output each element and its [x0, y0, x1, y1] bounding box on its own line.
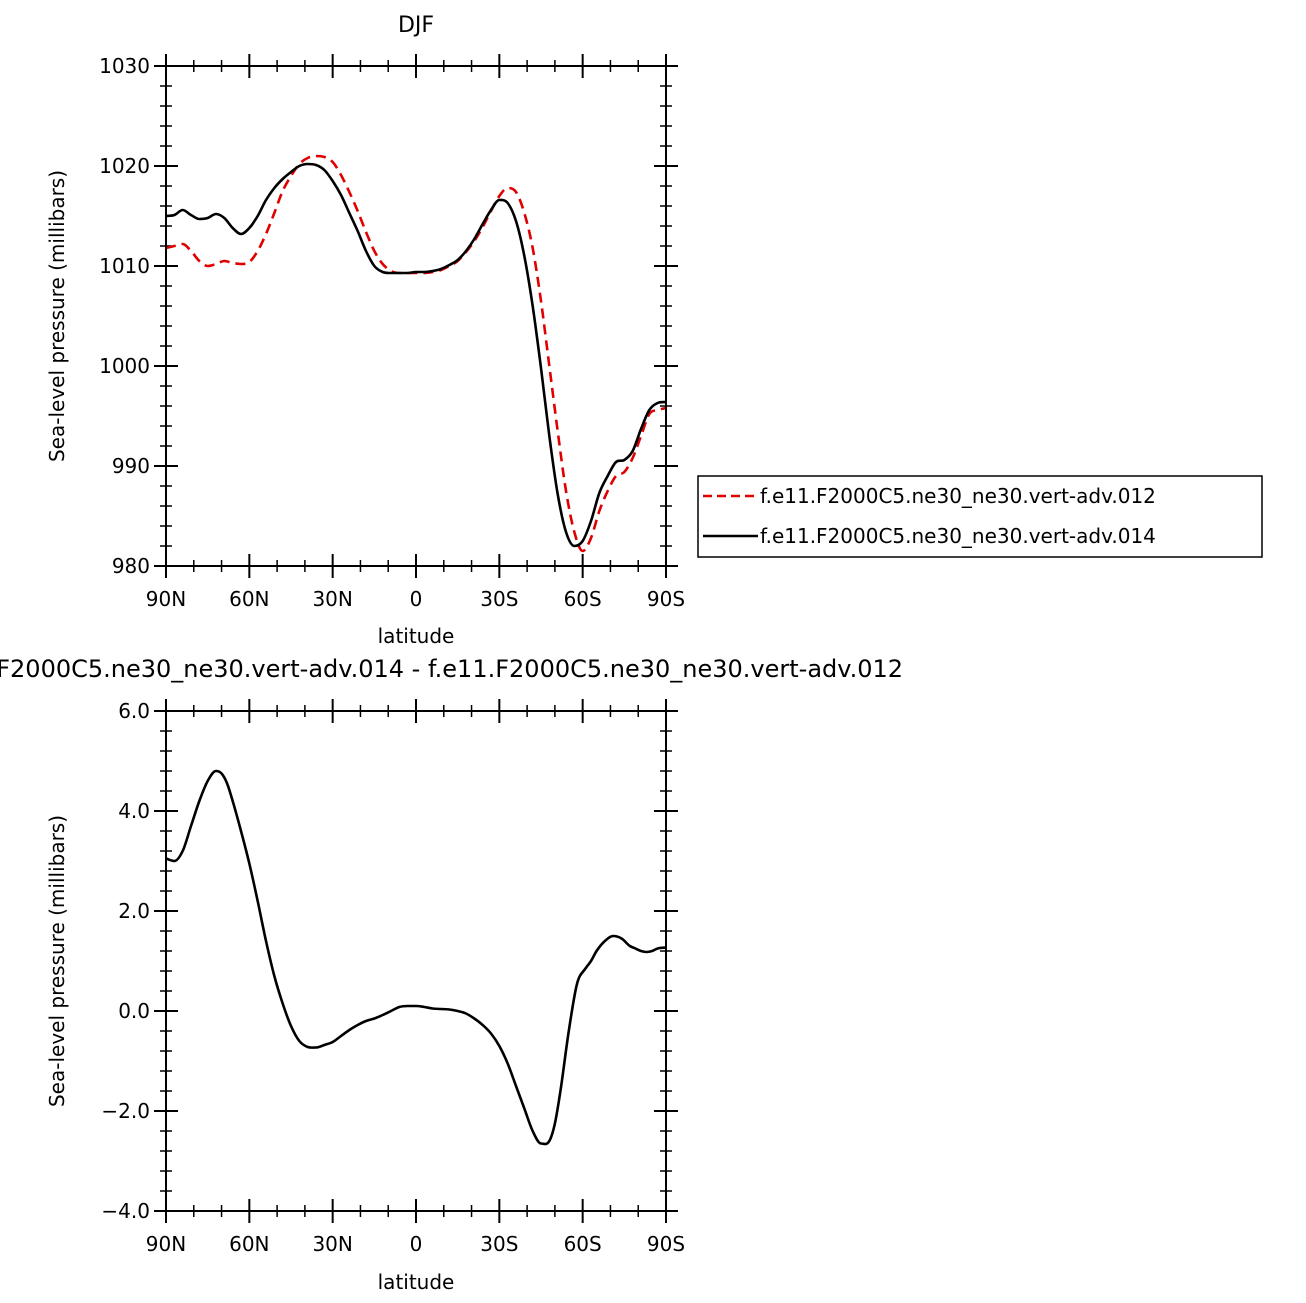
top-chart-y-tick-label: 1010: [99, 254, 150, 278]
bottom-chart-y-tick-label: 2.0: [118, 899, 150, 923]
top-chart-y-tick-label: 1030: [99, 54, 150, 78]
top-chart-x-tick-label: 90N: [146, 587, 186, 611]
top-chart-ticks: 90N 60N 30N 0 30S 60S 90S 1030 1020 1010 1000 990 98…: [99, 54, 685, 611]
bottom-chart-series-line-1: [165, 769, 667, 1146]
bottom-chart-y-tick-label: 4.0: [118, 799, 150, 823]
top-chart-y-axis-label: Sea-level pressure (millibars): [45, 170, 69, 462]
bottom-chart: f.e11.F2000C5.ne30_ne30.vert-adv.014 - f…: [0, 655, 903, 1294]
bottom-chart-y-axis-label: Sea-level pressure (millibars): [45, 815, 69, 1107]
top-chart-x-axis-label: latitude: [378, 624, 455, 648]
top-chart-x-tick-label: 60S: [564, 587, 602, 611]
legend-label-series-2: f.e11.F2000C5.ne30_ne30.vert-adv.014: [760, 524, 1156, 548]
top-chart-y-tick-label: 1020: [99, 154, 150, 178]
bottom-chart-x-tick-label: 90N: [146, 1232, 186, 1256]
top-chart-series-line-2: [165, 162, 667, 548]
top-chart: DJF Sea-level pressure (millibars) latit…: [45, 13, 1263, 648]
top-chart-x-tick-label: 30S: [480, 587, 518, 611]
legend-box: [697, 475, 1263, 558]
top-chart-legend: f.e11.F2000C5.ne30_ne30.vert-adv.012 f.e…: [697, 475, 1263, 558]
bottom-chart-y-tick-label: 6.0: [118, 699, 150, 723]
top-chart-y-tick-label: 1000: [99, 354, 150, 378]
top-chart-title: DJF: [398, 13, 434, 38]
top-chart-frame: [165, 65, 667, 567]
bottom-chart-x-tick-label: 90S: [647, 1232, 685, 1256]
bottom-chart-x-tick-label: 30S: [480, 1232, 518, 1256]
top-chart-x-tick-label: 60N: [229, 587, 269, 611]
bottom-chart-x-tick-label: 0: [410, 1232, 423, 1256]
top-chart-x-tick-label: 30N: [312, 587, 352, 611]
top-chart-lines: [165, 154, 667, 553]
bottom-chart-x-tick-label: 60N: [229, 1232, 269, 1256]
bottom-chart-y-tick-label: −2.0: [101, 1099, 150, 1123]
bottom-chart-x-tick-label: 30N: [312, 1232, 352, 1256]
bottom-chart-y-tick-label: −4.0: [101, 1199, 150, 1223]
bottom-chart-x-axis-label: latitude: [378, 1270, 455, 1294]
top-chart-x-tick-label: 0: [410, 587, 423, 611]
bottom-chart-frame: [165, 710, 667, 1212]
bottom-chart-lines: [165, 769, 667, 1146]
legend-label-series-1: f.e11.F2000C5.ne30_ne30.vert-adv.012: [760, 484, 1156, 508]
top-chart-series-line-1: [165, 154, 667, 553]
bottom-chart-title: f.e11.F2000C5.ne30_ne30.vert-adv.014 - f…: [0, 655, 903, 683]
bottom-chart-x-tick-label: 60S: [564, 1232, 602, 1256]
top-chart-y-tick-label: 980: [112, 554, 150, 578]
bottom-chart-y-tick-label: 0.0: [118, 999, 150, 1023]
bottom-chart-ticks: 90N 60N 30N 0 30S 60S 90S 6.0 4.0 2.0 0.0 −2.0 −4.0: [101, 699, 685, 1256]
top-chart-y-tick-label: 990: [112, 454, 150, 478]
top-chart-x-tick-label: 90S: [647, 587, 685, 611]
